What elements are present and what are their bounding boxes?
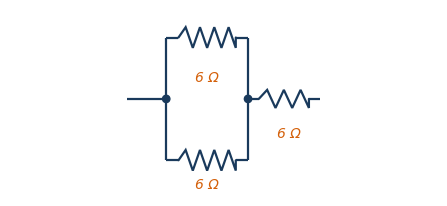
Text: 6 Ω: 6 Ω xyxy=(277,127,301,141)
Text: 6 Ω: 6 Ω xyxy=(195,71,219,85)
Text: 6 Ω: 6 Ω xyxy=(195,178,219,192)
Circle shape xyxy=(245,95,252,103)
Circle shape xyxy=(163,95,170,103)
